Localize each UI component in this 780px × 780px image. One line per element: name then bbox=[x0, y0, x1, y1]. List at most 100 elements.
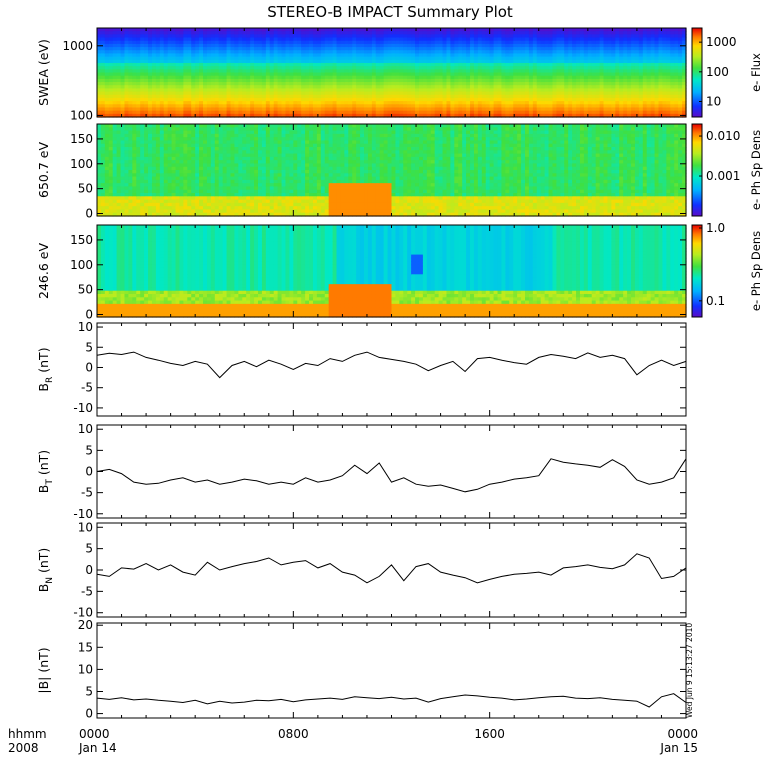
heatmap-cell bbox=[564, 78, 569, 83]
heatmap-cell bbox=[387, 91, 393, 96]
heatmap-cell bbox=[662, 78, 667, 83]
heatmap-cell bbox=[206, 101, 212, 105]
heatmap-cell bbox=[493, 31, 499, 35]
heatmap-cell bbox=[395, 82, 400, 86]
heatmap-cell bbox=[187, 186, 192, 191]
heatmap-cell bbox=[316, 85, 322, 89]
heatmap-cell bbox=[100, 72, 106, 77]
heatmap-cell bbox=[674, 56, 679, 61]
heatmap-cell bbox=[285, 53, 291, 58]
heatmap-cell bbox=[159, 88, 165, 93]
heatmap-cell bbox=[171, 202, 177, 207]
heatmap-cell bbox=[501, 72, 506, 77]
heatmap-cell bbox=[662, 85, 667, 89]
heatmap-cell bbox=[489, 94, 495, 99]
heatmap-cell bbox=[438, 104, 444, 109]
heatmap-cell bbox=[297, 94, 302, 99]
heatmap-cell bbox=[108, 153, 114, 158]
heatmap-cell bbox=[489, 40, 495, 45]
heatmap-cell bbox=[171, 143, 177, 148]
heatmap-cell bbox=[607, 110, 612, 115]
heatmap-cell bbox=[273, 82, 279, 86]
heatmap-cell bbox=[167, 72, 173, 77]
heatmap-cell bbox=[367, 34, 373, 39]
heatmap-cell bbox=[100, 56, 106, 61]
heatmap-cell bbox=[344, 113, 349, 118]
heatmap-cell bbox=[163, 147, 169, 151]
heatmap-cell bbox=[104, 88, 110, 93]
heatmap-cell bbox=[603, 62, 609, 67]
heatmap-cell bbox=[199, 104, 204, 109]
heatmap-cell bbox=[627, 91, 632, 96]
heatmap-cell bbox=[367, 50, 373, 55]
heatmap-cell bbox=[187, 133, 192, 138]
heatmap-cell bbox=[615, 47, 620, 51]
heatmap-cell bbox=[470, 47, 475, 51]
heatmap-cell bbox=[493, 34, 499, 39]
heatmap-cell bbox=[187, 163, 192, 168]
heatmap-cell bbox=[116, 183, 122, 188]
heatmap-cell bbox=[454, 59, 459, 64]
heatmap-cell bbox=[281, 28, 287, 32]
heatmap-cell bbox=[100, 107, 106, 112]
heatmap-cell bbox=[175, 160, 181, 165]
heatmap-cell bbox=[623, 56, 628, 61]
heatmap-cell bbox=[556, 50, 561, 55]
heatmap-cell bbox=[497, 37, 503, 42]
heatmap-cell bbox=[336, 37, 342, 42]
heatmap-cell bbox=[104, 34, 110, 39]
heatmap-cell bbox=[367, 31, 373, 35]
heatmap-cell bbox=[191, 124, 196, 128]
heatmap-cell bbox=[568, 59, 573, 64]
heatmap-cell bbox=[328, 110, 334, 115]
heatmap-cell bbox=[470, 59, 475, 64]
heatmap-cell bbox=[171, 133, 177, 138]
heatmap-cell bbox=[285, 110, 291, 115]
heatmap-cell bbox=[540, 50, 546, 55]
heatmap-cell bbox=[100, 163, 106, 168]
heatmap-cell bbox=[411, 31, 416, 35]
heatmap-cell bbox=[627, 110, 632, 115]
heatmap-cell bbox=[183, 199, 188, 204]
heatmap-cell bbox=[599, 50, 605, 55]
heatmap-cell bbox=[269, 97, 275, 102]
heatmap-cell bbox=[399, 82, 404, 86]
heatmap-cell bbox=[269, 53, 275, 58]
heatmap-cell bbox=[367, 59, 373, 64]
heatmap-cell bbox=[466, 72, 471, 77]
heatmap-cell bbox=[619, 104, 624, 109]
heatmap-cell bbox=[163, 107, 169, 112]
heatmap-cell bbox=[552, 107, 558, 112]
heatmap-cell bbox=[607, 82, 612, 86]
heatmap-cell bbox=[332, 110, 338, 115]
heatmap-cell bbox=[128, 196, 133, 201]
heatmap-cell bbox=[206, 72, 212, 77]
heatmap-cell bbox=[395, 94, 400, 99]
heatmap-cell bbox=[234, 72, 239, 77]
heatmap-cell bbox=[477, 82, 483, 86]
heatmap-cell bbox=[100, 110, 106, 115]
heatmap-cell bbox=[579, 40, 585, 45]
heatmap-cell bbox=[246, 97, 251, 102]
heatmap-cell bbox=[301, 104, 306, 109]
heatmap-cell bbox=[674, 37, 679, 42]
heatmap-cell bbox=[108, 88, 114, 93]
heatmap-cell bbox=[265, 28, 271, 32]
heatmap-cell bbox=[155, 209, 161, 214]
heatmap-cell bbox=[340, 62, 345, 67]
heatmap-cell bbox=[454, 72, 459, 77]
heatmap-cell bbox=[301, 59, 306, 64]
heatmap-cell bbox=[371, 69, 377, 74]
heatmap-cell bbox=[159, 34, 165, 39]
heatmap-cell bbox=[124, 72, 130, 77]
heatmap-cell bbox=[670, 94, 675, 99]
heatmap-cell bbox=[552, 28, 558, 32]
heatmap-cell bbox=[454, 110, 459, 115]
heatmap-cell bbox=[599, 28, 605, 32]
heatmap-cell bbox=[587, 40, 593, 45]
heatmap-cell bbox=[312, 72, 318, 77]
heatmap-cell bbox=[426, 75, 432, 80]
heatmap-cell bbox=[195, 59, 200, 64]
heatmap-cell bbox=[678, 37, 683, 42]
heatmap-cell bbox=[171, 189, 177, 194]
